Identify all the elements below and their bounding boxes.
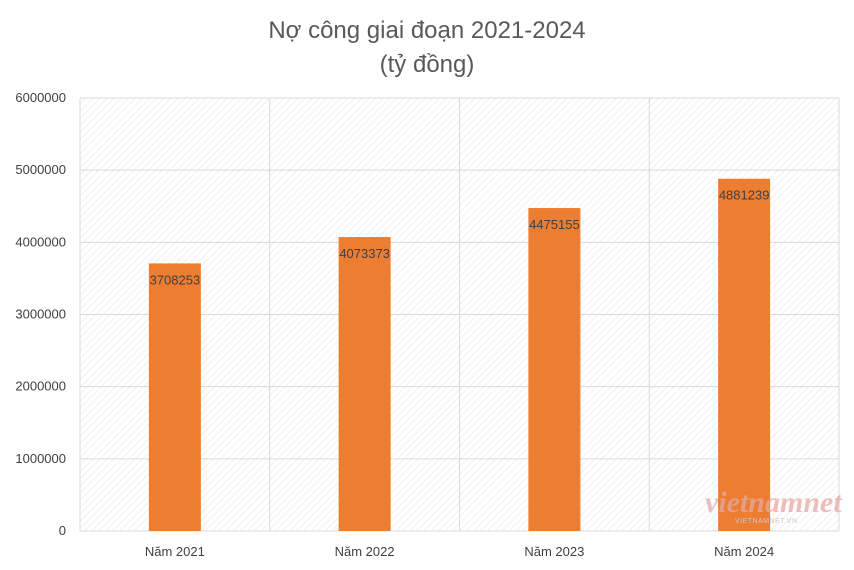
watermark-subtext: VIETNAMNET.VN <box>735 518 798 525</box>
x-tick-label: Năm 2021 <box>145 544 205 559</box>
data-label: 4475155 <box>529 217 580 232</box>
y-tick-label: 1000000 <box>15 451 66 466</box>
bar <box>148 263 201 531</box>
bar <box>528 208 581 532</box>
y-tick-label: 6000000 <box>15 90 66 105</box>
data-label: 3708253 <box>150 272 201 287</box>
data-label: 4073373 <box>339 246 390 261</box>
y-tick-label: 2000000 <box>15 379 66 394</box>
bar <box>338 237 391 531</box>
watermark-logo: vietnamnet VIETNAMNET.VN <box>705 486 843 525</box>
watermark-text: vietnamnet <box>705 486 843 519</box>
y-tick-label: 5000000 <box>15 162 66 177</box>
x-tick-label: Năm 2024 <box>714 544 774 559</box>
x-axis: Năm 2021 Năm 2022 Năm 2023 Năm 2024 <box>145 544 774 559</box>
x-tick-label: Năm 2022 <box>335 544 395 559</box>
chart-title: Nợ công giai đoạn 2021-2024 <box>268 17 585 44</box>
bars <box>148 178 771 532</box>
data-label: 4881239 <box>719 188 770 203</box>
gridlines <box>79 97 840 532</box>
y-tick-label: 4000000 <box>15 234 66 249</box>
x-tick-label: Năm 2023 <box>524 544 584 559</box>
bar <box>718 178 771 532</box>
y-tick-label: 3000000 <box>15 307 66 322</box>
y-tick-label: 0 <box>59 523 66 538</box>
y-axis: 0 1000000 2000000 3000000 4000000 5000000 6000… <box>15 90 66 538</box>
chart-subtitle: (tỷ đồng) <box>380 51 475 78</box>
data-labels: 3708253 4073373 4475155 4881239 <box>150 188 770 288</box>
